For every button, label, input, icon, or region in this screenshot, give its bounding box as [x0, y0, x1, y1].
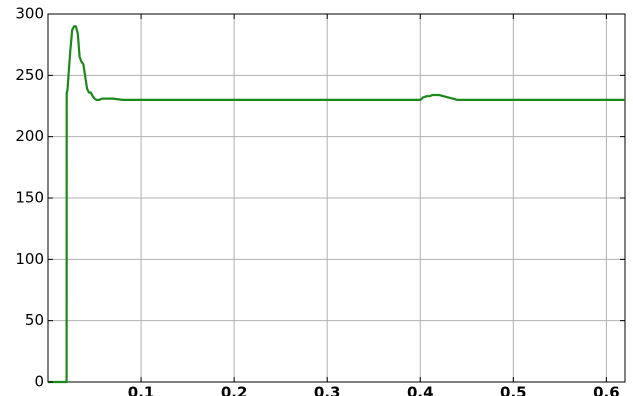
y-tick-label: 0: [34, 373, 44, 391]
y-tick-label: 200: [15, 127, 44, 145]
x-tick-label: 0.4: [407, 384, 434, 396]
x-tick-label: 0.1: [128, 384, 155, 396]
axis-ticks: [48, 13, 625, 383]
y-tick-label: 150: [15, 189, 44, 207]
y-tick-label: 100: [15, 250, 44, 268]
series-line: [48, 25, 625, 384]
x-tick-label: 0.6: [593, 384, 620, 396]
y-tick-label: 250: [15, 66, 44, 84]
y-tick-label: 300: [15, 5, 44, 23]
x-tick-label: 0.2: [221, 384, 248, 396]
y-tick-label: 50: [25, 311, 44, 329]
x-tick-labels: 0.1 0.2 0.3 0.4 0.5 0.6: [128, 384, 620, 396]
series-group: [48, 25, 625, 384]
x-tick-label: 0.5: [500, 384, 527, 396]
x-tick-label: 0.3: [314, 384, 341, 396]
grid-lines: [48, 14, 625, 382]
y-tick-labels: 0 50 100 150 200 250 300: [15, 5, 44, 391]
